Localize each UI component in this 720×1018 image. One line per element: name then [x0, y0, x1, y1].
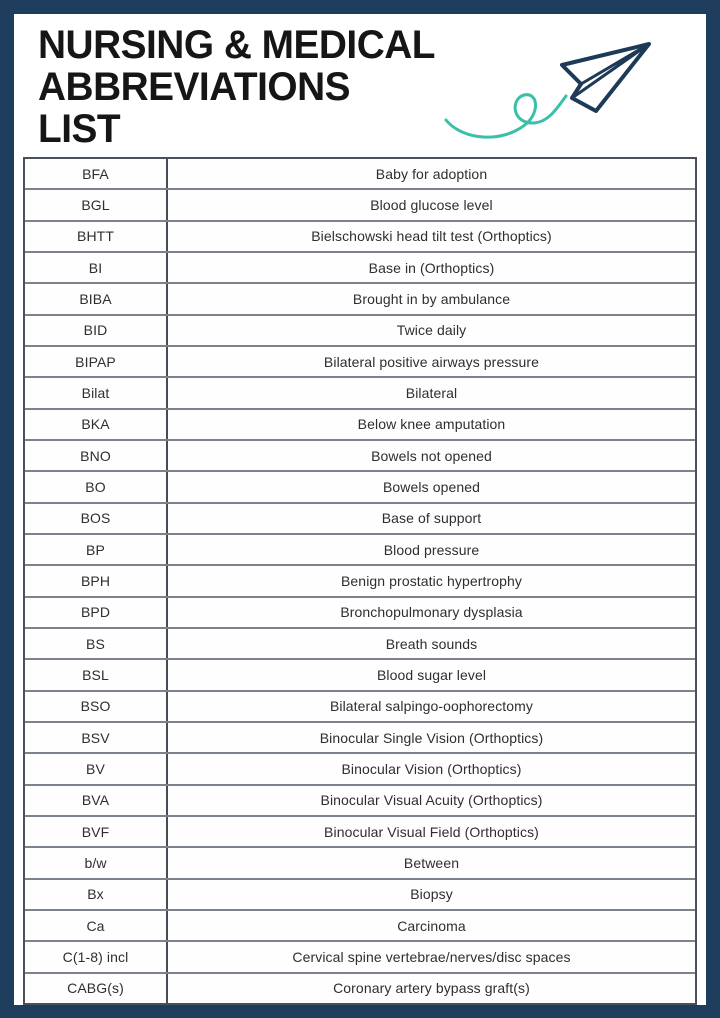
- meaning-cell: Bilateral: [405, 384, 458, 401]
- abbr-cell: BOS: [25, 503, 168, 533]
- meaning-cell: Binocular Single Vision (Orthoptics): [319, 729, 544, 746]
- abbr-cell: BI: [25, 252, 168, 283]
- table-row: BPD Bronchopulmonary dysplasia: [25, 597, 695, 629]
- table-row: Bilat Bilateral: [25, 378, 695, 410]
- abbr-cell: BIBA: [25, 284, 168, 314]
- table-row: BS Breath sounds: [25, 628, 695, 661]
- abbr-cell: BHTT: [25, 221, 168, 251]
- abbr-cell: BFA: [25, 159, 168, 189]
- abbr-cell: CABG(s): [25, 973, 168, 1003]
- page-title-line-2: ABBREVIATIONS: [38, 65, 351, 109]
- meaning-cell: Breath sounds: [385, 635, 478, 652]
- meaning-cell: Bronchopulmonary dysplasia: [340, 604, 523, 621]
- abbr-cell: BVA: [25, 785, 168, 815]
- meaning-cell: Binocular Visual Field (Orthoptics): [324, 823, 539, 840]
- meaning-cell: Bilateral positive airways pressure: [323, 353, 540, 370]
- meaning-cell: Bowels opened: [382, 478, 481, 495]
- table-row: BSL Blood sugar level: [25, 660, 695, 692]
- abbr-cell: BO: [25, 472, 168, 502]
- meaning-cell: Twice daily: [396, 322, 467, 339]
- abbr-cell: BGL: [25, 190, 168, 220]
- abbr-cell: BVF: [25, 816, 168, 847]
- abbr-cell: BPD: [25, 597, 168, 627]
- abbr-cell: BSV: [25, 722, 168, 753]
- table-row: BKA Below knee amputation: [25, 409, 695, 441]
- table-row: BI Base in (Orthoptics): [25, 252, 695, 285]
- meaning-cell: Base in (Orthoptics): [368, 259, 495, 276]
- abbr-cell: C(1-8) incl: [25, 942, 168, 972]
- abbr-cell: BV: [25, 754, 168, 784]
- abbr-cell: BKA: [25, 409, 168, 439]
- page-title-line-1: NURSING & MEDICAL: [38, 23, 436, 67]
- swirl-trail: [444, 93, 568, 139]
- abbr-cell: BIPAP: [25, 346, 168, 377]
- abbr-cell: Ca: [25, 910, 168, 941]
- table-row: BIBA Brought in by ambulance: [25, 284, 695, 316]
- table-row: CABG(s) Coronary artery bypass graft(s): [25, 973, 695, 1005]
- table-row: BV Binocular Vision (Orthoptics): [25, 754, 695, 786]
- meaning-cell: Coronary artery bypass graft(s): [333, 980, 530, 997]
- table-row: Ca Carcinoma: [25, 910, 695, 943]
- plane-folds: [571, 42, 651, 112]
- meaning-cell: Base of support: [381, 510, 482, 527]
- meaning-cell: Below knee amputation: [357, 416, 506, 433]
- abbreviations-table: BFA Baby for adoption BGL Blood glucose lev…: [23, 157, 697, 1005]
- table-row: C(1-8) incl Cervical spine vertebrae/nerv…: [25, 942, 695, 974]
- abbr-cell: BNO: [25, 440, 168, 471]
- table-row: BOS Base of support: [25, 503, 695, 535]
- meaning-cell: Binocular Visual Acuity (Orthoptics): [320, 792, 543, 809]
- abbr-cell: BP: [25, 534, 168, 565]
- meaning-cell: Blood pressure: [383, 541, 480, 558]
- table-row: BO Bowels opened: [25, 472, 695, 504]
- paper-plane-icon: [444, 42, 651, 139]
- table-row: BFA Baby for adoption: [25, 159, 695, 191]
- meaning-cell: Carcinoma: [397, 917, 466, 934]
- table-row: BNO Bowels not opened: [25, 440, 695, 473]
- abbr-cell: Bilat: [25, 378, 168, 408]
- table-row: BVF Binocular Visual Field (Orthoptics): [25, 816, 695, 849]
- meaning-cell: Bielschowski head tilt test (Orthoptics): [311, 228, 552, 245]
- table-row: BP Blood pressure: [25, 534, 695, 567]
- abbr-cell: BS: [25, 628, 168, 659]
- table-row: BPH Benign prostatic hypertrophy: [25, 566, 695, 598]
- meaning-cell: Baby for adoption: [375, 165, 488, 182]
- table-row: BVA Binocular Visual Acuity (Orthoptics): [25, 785, 695, 817]
- abbr-cell: BID: [25, 315, 168, 345]
- abbr-cell: BSO: [25, 691, 168, 721]
- table-row: BGL Blood glucose level: [25, 190, 695, 222]
- header: NURSING & MEDICAL ABBREVIATIONS LIST: [14, 14, 706, 157]
- meaning-cell: Biopsy: [410, 886, 453, 903]
- table-row: Bx Biopsy: [25, 879, 695, 911]
- table-row: BHTT Bielschowski head tilt test (Orthopt…: [25, 221, 695, 253]
- meaning-cell: Bilateral salpingo-oophorectomy: [329, 698, 534, 715]
- page-title: NURSING & MEDICAL ABBREVIATIONS LIST: [38, 24, 435, 150]
- meaning-cell: Blood sugar level: [376, 666, 487, 683]
- meaning-cell: Binocular Vision (Orthoptics): [341, 760, 522, 777]
- meaning-cell: Cervical spine vertebrae/nerves/disc spa…: [292, 948, 571, 965]
- abbr-cell: BSL: [25, 660, 168, 690]
- table-row: BSV Binocular Single Vision (Orthoptics): [25, 722, 695, 755]
- meaning-cell: Blood glucose level: [370, 196, 493, 213]
- abbr-cell: BPH: [25, 566, 168, 596]
- abbr-cell: Bx: [25, 879, 168, 909]
- content-card: NURSING & MEDICAL ABBREVIATIONS LIST BFA…: [14, 14, 706, 1005]
- meaning-cell: Benign prostatic hypertrophy: [340, 572, 522, 589]
- table-row: BIPAP Bilateral positive airways pressure: [25, 346, 695, 379]
- meaning-cell: Bowels not opened: [371, 447, 492, 464]
- table-row: b/w Between: [25, 848, 695, 880]
- meaning-cell: Brought in by ambulance: [352, 290, 511, 307]
- page-title-line-3: LIST: [38, 107, 121, 151]
- meaning-cell: Between: [403, 854, 460, 871]
- table-row: BID Twice daily: [25, 315, 695, 347]
- table-row: BSO Bilateral salpingo-oophorectomy: [25, 691, 695, 723]
- abbr-cell: b/w: [25, 848, 168, 878]
